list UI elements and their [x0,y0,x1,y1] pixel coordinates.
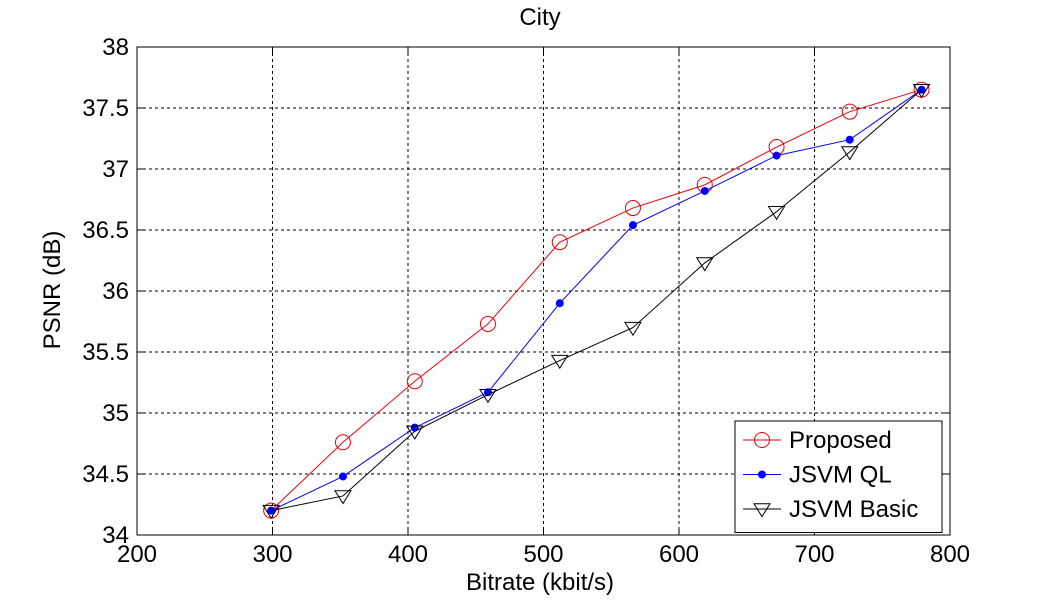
x-tick-label: 400 [388,541,428,568]
y-tick-label: 38 [102,34,129,61]
y-axis-title: PSNR (dB) [39,231,66,350]
data-point [338,472,347,481]
data-point [334,434,351,451]
y-tick-label: 37.5 [82,95,129,122]
y-tick-label: 34 [102,522,129,549]
data-point [841,103,858,120]
y-tick-label: 34.5 [82,461,129,488]
data-point [912,84,931,99]
x-axis-title: Bitrate (kbit/s) [466,569,614,596]
legend-marker [753,503,771,518]
x-tick-label: 800 [930,541,970,568]
legend-marker [754,432,770,448]
series-jsvm-basic [262,84,931,520]
x-tick-label: 700 [794,541,834,568]
data-point [551,234,568,251]
legend-label: JSVM QL [789,462,892,489]
data-point [624,200,641,217]
y-tick-label: 36.5 [82,217,129,244]
y-tick-label: 35 [102,400,129,427]
y-tick-label: 35.5 [82,339,129,366]
data-point [845,135,854,144]
legend-label: JSVM Basic [789,496,918,523]
series-line [271,89,922,512]
x-tick-label: 300 [252,541,292,568]
chart-title: City [519,4,560,31]
series-line [270,89,922,512]
y-tick-label: 37 [102,156,129,183]
x-tick-label: 600 [659,541,699,568]
data-point [262,504,281,520]
legend-item: JSVM Basic [743,496,918,523]
legend: Proposed JSVM QL JSVM Basic [734,420,943,533]
data-point [695,257,714,272]
legend-label: Proposed [789,427,892,454]
data-point [405,425,424,440]
data-point [550,354,569,370]
series-line [270,89,922,511]
data-point [334,490,352,505]
data-point [624,321,642,337]
x-tick-label: 200 [117,541,157,568]
y-tick-label: 36 [102,278,129,305]
data-point [479,389,497,404]
legend-item: Proposed [743,427,892,454]
legend-item: JSVM QL [743,462,892,489]
series-proposed [263,81,930,519]
data-point [406,373,423,390]
data-point [479,315,496,332]
data-point [628,221,637,230]
x-tick-label: 500 [523,541,563,568]
data-point [767,206,786,221]
data-point [840,146,859,161]
data-point [700,186,709,195]
data-point [555,299,564,308]
legend-marker [758,470,766,479]
axes-frame [136,46,951,536]
data-point [772,151,781,160]
